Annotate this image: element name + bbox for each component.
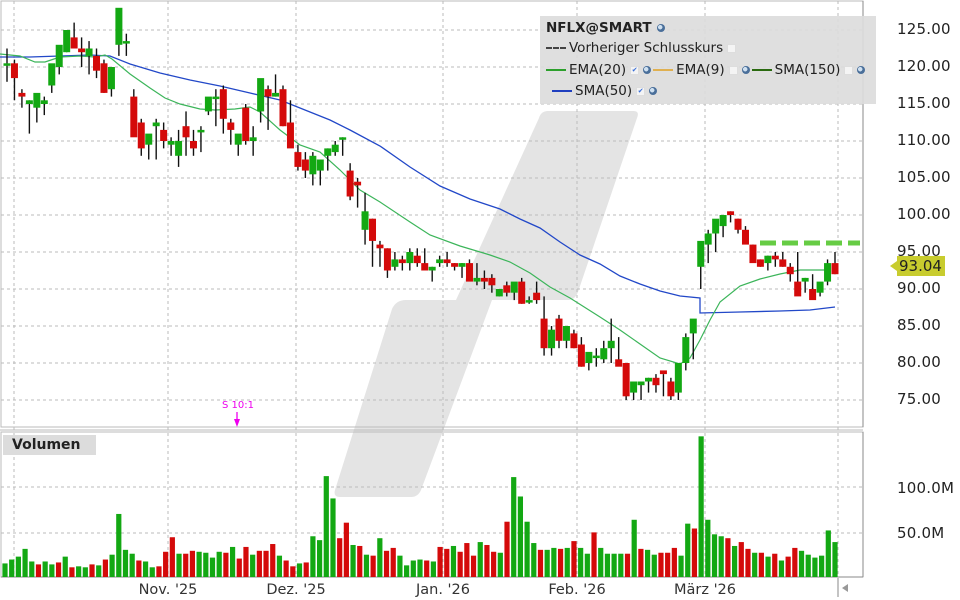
sma50-settings-icon[interactable] [649, 87, 658, 95]
x-tick-jan: Jan. '26 [415, 582, 471, 598]
price-tick: 95.00 [897, 242, 941, 260]
prev-close-swatch [546, 47, 566, 49]
prev-close-checkbox[interactable] [727, 43, 737, 53]
legend-prev-close: Vorheriger Schlusskurs [569, 40, 724, 56]
sma50-line [0, 54, 836, 314]
sma50-swatch [552, 90, 572, 92]
ema20-swatch [546, 69, 566, 71]
watermark-logo [334, 111, 638, 497]
sma150-swatch [751, 69, 772, 71]
volume-tick-50m: 50.0M [897, 524, 945, 542]
sma50-checkbox[interactable]: ✔ [636, 86, 646, 96]
ema9-settings-icon[interactable] [741, 66, 750, 74]
last-price-tag: 93.04 [890, 256, 945, 276]
legend-sma50: SMA(50) [575, 83, 633, 99]
x-tick-dez: Dez. '25 [266, 582, 326, 598]
volume-pane-label: Volumen [3, 435, 96, 455]
ema20-checkbox[interactable]: ✔ [630, 65, 640, 75]
candlesticks [3, 7, 839, 400]
ema9-swatch [653, 69, 674, 71]
price-tick: 120.00 [897, 57, 951, 75]
scroll-left-arrow-icon[interactable] [842, 584, 848, 592]
legend-symbol: NFLX@SMART [546, 20, 652, 36]
x-tick-nov: Nov. '25 [138, 582, 198, 598]
symbol-settings-icon[interactable] [656, 24, 665, 32]
legend-ema9: EMA(9) [676, 62, 725, 78]
split-marker-label: S 10:1 [222, 400, 254, 411]
x-tick-maerz: März '26 [673, 582, 737, 598]
split-arrow-icon [234, 419, 240, 427]
sma150-checkbox[interactable] [844, 65, 854, 75]
legend-ema20: EMA(20) [569, 62, 627, 78]
volume-bars [2, 436, 838, 577]
moving-averages [0, 53, 836, 365]
price-tick: 125.00 [897, 20, 951, 38]
legend-sma150: SMA(150) [774, 62, 841, 78]
price-tick: 105.00 [897, 168, 951, 186]
ema9-checkbox[interactable] [728, 65, 738, 75]
ema20-line [0, 53, 830, 365]
price-tick: 85.00 [897, 316, 941, 334]
price-tick: 100.00 [897, 205, 951, 223]
price-tick: 115.00 [897, 94, 951, 112]
ema20-settings-icon[interactable] [643, 66, 652, 74]
price-tick: 80.00 [897, 353, 941, 371]
price-tick: 110.00 [897, 131, 951, 149]
x-tick-feb: Feb. '26 [548, 582, 606, 598]
chart-legend: NFLX@SMART Vorheriger Schlusskurs EMA(20… [540, 16, 876, 104]
volume-tick-100m: 100.0M [897, 479, 955, 497]
price-tick: 75.00 [897, 390, 941, 408]
sma150-settings-icon[interactable] [857, 66, 866, 74]
price-tick: 90.00 [897, 279, 941, 297]
